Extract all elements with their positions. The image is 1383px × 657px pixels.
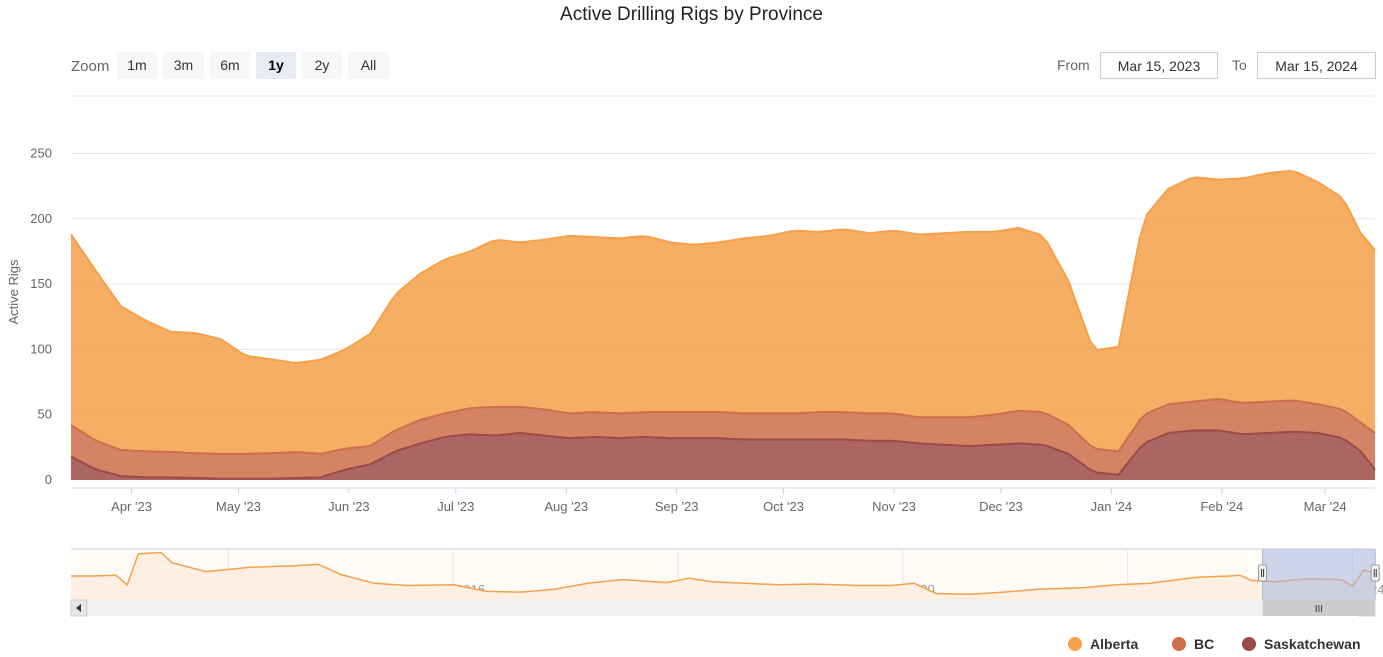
legend-item-bc[interactable]: BC — [1172, 636, 1214, 652]
series-areas — [70, 169, 1376, 480]
line-saskatchewan — [70, 429, 1376, 480]
legend-label-bc: BC — [1194, 636, 1215, 652]
x-tick-label: Jan '24 — [1091, 499, 1133, 514]
legend-dot-saskatchewan — [1242, 637, 1256, 651]
x-tick-label: Sep '23 — [655, 499, 699, 514]
x-tick-label: Feb '24 — [1200, 499, 1243, 514]
x-tick-label: Jun '23 — [328, 499, 370, 514]
zoom-1m-button[interactable]: 1m — [117, 52, 157, 79]
x-tick-label: Jul '23 — [437, 499, 474, 514]
x-tick-label: Dec '23 — [979, 499, 1023, 514]
area-alberta — [71, 170, 1375, 454]
x-tick-label: Aug '23 — [544, 499, 588, 514]
legend-item-alberta[interactable]: Alberta — [1068, 636, 1138, 652]
legend-dot-bc — [1172, 637, 1186, 651]
axes: 0 50 100 150 200 250 Active Rigs Apr '23 May '23… — [6, 146, 1375, 514]
y-tick-label: 50 — [38, 407, 52, 422]
legend-label-alberta: Alberta — [1090, 636, 1139, 652]
zoom-3m-button[interactable]: 3m — [163, 52, 204, 79]
scrollbar-thumb[interactable] — [1262, 600, 1376, 616]
y-tick-label: 100 — [30, 341, 52, 356]
navigator-selection-mask[interactable] — [1262, 549, 1376, 600]
y-tick-label: 150 — [30, 276, 52, 291]
navigator-area — [71, 552, 1375, 600]
zoom-1y-button[interactable]: 1y — [256, 52, 296, 79]
y-tick-label: 0 — [45, 472, 52, 487]
scrollbar-track[interactable] — [71, 600, 1375, 616]
range-from-input[interactable] — [1100, 52, 1218, 79]
x-tick-label: Nov '23 — [872, 499, 916, 514]
zoom-2y-button[interactable]: 2y — [302, 52, 342, 79]
navigator-handle-right[interactable] — [1370, 564, 1380, 582]
zoom-label: Zoom — [71, 58, 110, 75]
y-tick-label: 250 — [30, 146, 52, 161]
x-tick-label: Oct '23 — [763, 499, 804, 514]
area-bc — [71, 399, 1375, 479]
scroll-left-arrow-icon — [76, 604, 81, 612]
range-to-label: To — [1232, 57, 1247, 73]
zoom-all-button[interactable]: All — [348, 52, 389, 79]
legend-dot-alberta — [1068, 637, 1082, 651]
y-tick-label: 200 — [30, 211, 52, 226]
chart-title: Active Drilling Rigs by Province — [560, 4, 823, 25]
y-axis-title: Active Rigs — [6, 259, 21, 325]
scrollbar-grip: III — [1315, 604, 1323, 615]
range-from-label: From — [1057, 57, 1090, 73]
x-tick-label: May '23 — [216, 499, 261, 514]
area-saskatchewan — [71, 430, 1375, 480]
x-tick-label: Mar '24 — [1304, 499, 1347, 514]
legend-item-saskatchewan[interactable]: Saskatchewan — [1242, 636, 1361, 652]
line-alberta — [70, 169, 1376, 364]
legend-label-saskatchewan: Saskatchewan — [1264, 636, 1361, 652]
line-bc — [70, 397, 1376, 455]
zoom-6m-button[interactable]: 6m — [210, 52, 250, 79]
x-tick-label: Apr '23 — [111, 499, 152, 514]
range-to-input[interactable] — [1257, 52, 1376, 79]
navigator-line — [71, 551, 1376, 596]
navigator-handle-left[interactable] — [1258, 564, 1268, 582]
navigator[interactable]: 201420162018202020222024III — [70, 548, 1383, 617]
